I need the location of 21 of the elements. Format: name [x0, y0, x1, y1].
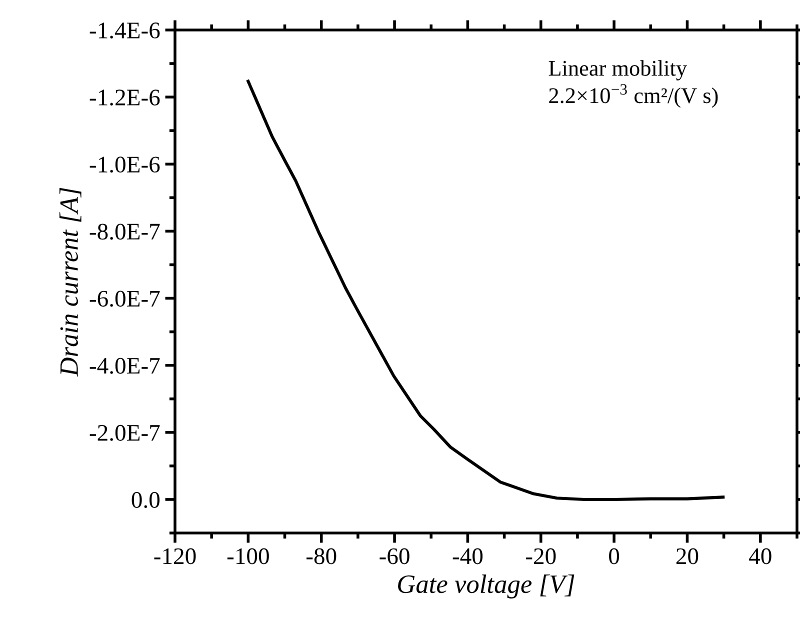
x-axis-title: Gate voltage [V] — [398, 574, 574, 598]
x-tick-label: -80 — [306, 548, 336, 564]
y-tick-label: -8.0E-7 — [90, 224, 160, 240]
x-tick-label: -40 — [452, 548, 483, 564]
y-tick-label: -1.0E-6 — [90, 156, 160, 173]
x-tick-label: -60 — [380, 548, 410, 564]
y-tick-label: -1.4E-6 — [90, 22, 160, 39]
x-tick-label: -100 — [227, 548, 269, 564]
y-axis-title: Drain current [A] — [59, 188, 82, 377]
y-tick-label: -4.0E-7 — [90, 358, 160, 374]
line-series — [246, 80, 725, 501]
y-tick-label: -1.2E-6 — [90, 90, 160, 106]
x-tick-label: 20 — [676, 548, 698, 564]
x-tick-label: 0 — [609, 548, 620, 564]
x-tick-label: -20 — [526, 548, 556, 564]
x-tick-label: -120 — [154, 548, 196, 564]
x-tick-label: 40 — [749, 548, 772, 564]
annotation: Linear mobility 2.2×10$^{−3}$ cm²/(V s) — [548, 60, 718, 108]
y-tick-label: 0.0 — [132, 492, 160, 508]
y-tick-label: -2.0E-7 — [90, 424, 160, 441]
y-tick-label: -6.0E-7 — [90, 290, 160, 307]
